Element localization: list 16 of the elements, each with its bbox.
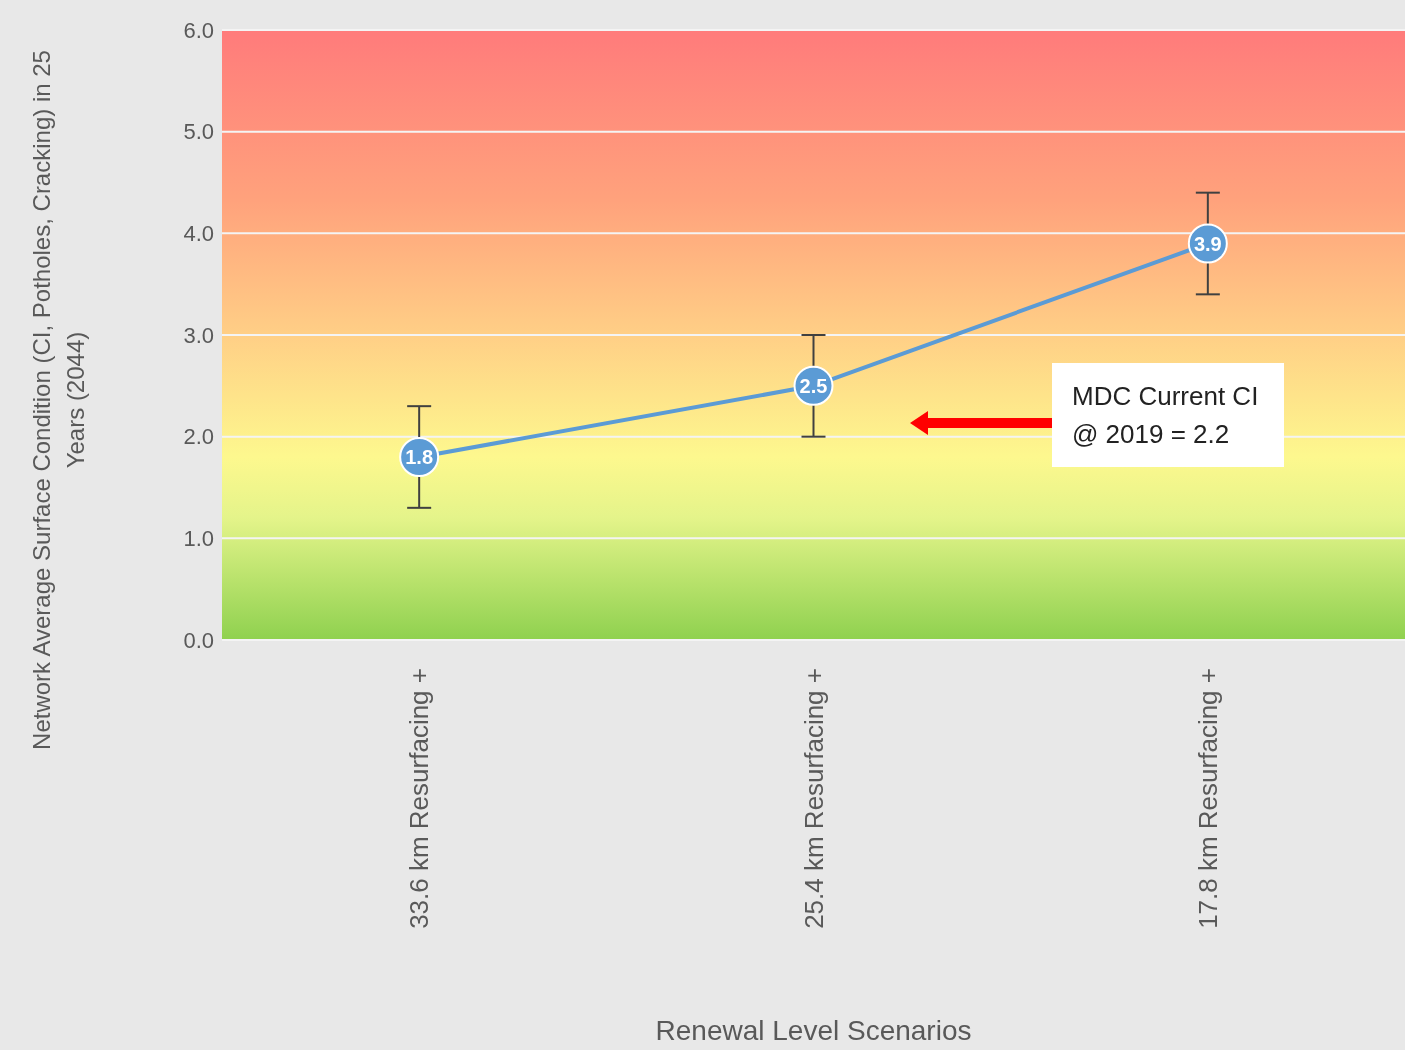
x-tick-label: 17.8 km Resurfacing + — [1192, 668, 1223, 929]
y-tick-label: 3.0 — [183, 322, 214, 348]
y-tick-label: 4.0 — [183, 221, 214, 247]
data-label: 1.8 — [405, 446, 434, 469]
data-label: 3.9 — [1193, 232, 1222, 255]
data-label: 2.5 — [799, 374, 828, 397]
y-tick-label: 1.0 — [183, 526, 214, 552]
y-tick-label: 5.0 — [183, 119, 214, 145]
x-axis-title: Renewal Level Scenarios — [655, 1015, 972, 1046]
y-tick-label: 2.0 — [183, 424, 214, 450]
y-tick-label: 0.0 — [183, 627, 214, 653]
y-axis-title: Network Average Surface Condition (CI, Potholes, Cracking) in 25 Years (2044) — [27, 49, 90, 752]
x-tick-label: 25.4 km Resurfacing + — [798, 668, 829, 929]
annotation: MDC Current CI @ 2019 = 2.2 — [1052, 363, 1284, 467]
y-tick-label: 6.0 — [183, 17, 214, 43]
x-tick-label: 33.6 km Resurfacing + — [404, 668, 435, 929]
